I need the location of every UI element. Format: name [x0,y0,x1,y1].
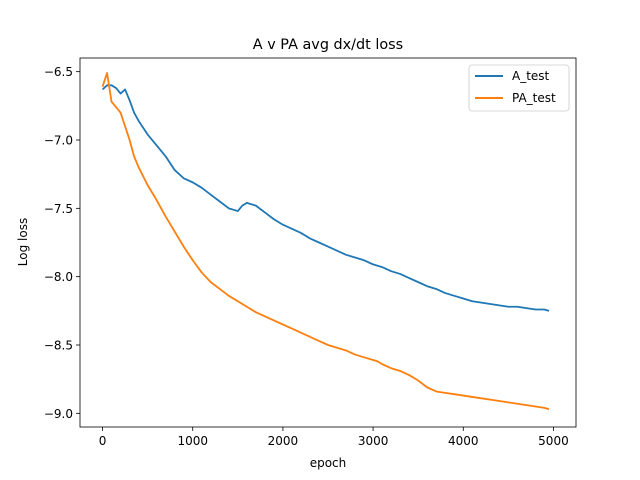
legend: A_test PA_test [468,64,570,112]
x-tick-label: 3000 [358,434,389,448]
x-tick-label: 4000 [448,434,479,448]
x-tick-label: 0 [99,434,107,448]
series-line-a-test [101,84,550,312]
y-axis-ticks: −9.0 −8.5 −8.0 −7.5 −7.0 −6.5 [44,65,80,421]
y-tick-label: −8.0 [44,270,73,284]
x-axis-label: epoch [310,456,347,470]
y-tick-label: −6.5 [44,65,73,79]
y-axis-label: Log loss [16,218,30,266]
x-tick-label: 1000 [177,434,208,448]
y-tick-label: −7.5 [44,202,73,216]
series-line-pa-test [101,72,550,411]
y-tick-label: −7.0 [44,134,73,148]
axes-frame [79,57,577,428]
legend-label-a-test: A_test [512,69,550,83]
legend-label-pa-test: PA_test [512,91,556,105]
y-tick-label: −8.5 [44,339,73,353]
x-tick-label: 2000 [268,434,299,448]
x-tick-label: 5000 [538,434,569,448]
plot-area: 0 1000 2000 3000 4000 5000 −9.0 −8.5 −8.0 −7.5 −7… [44,57,577,448]
x-axis-ticks: 0 1000 2000 3000 4000 5000 [99,427,569,448]
y-tick-label: −9.0 [44,407,73,421]
series-layer [101,72,550,411]
chart-title: A v PA avg dx/dt loss [253,37,403,53]
